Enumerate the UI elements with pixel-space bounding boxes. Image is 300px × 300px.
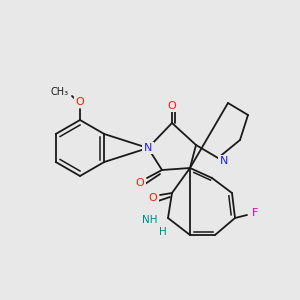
Text: CH₃: CH₃	[51, 87, 69, 97]
Text: N: N	[220, 156, 228, 166]
Text: O: O	[168, 101, 176, 111]
Text: O: O	[76, 97, 84, 107]
Text: F: F	[252, 208, 258, 218]
Text: NH: NH	[142, 215, 158, 225]
Text: H: H	[159, 227, 167, 237]
Text: O: O	[136, 178, 144, 188]
Text: N: N	[144, 143, 152, 153]
Text: O: O	[148, 193, 158, 203]
